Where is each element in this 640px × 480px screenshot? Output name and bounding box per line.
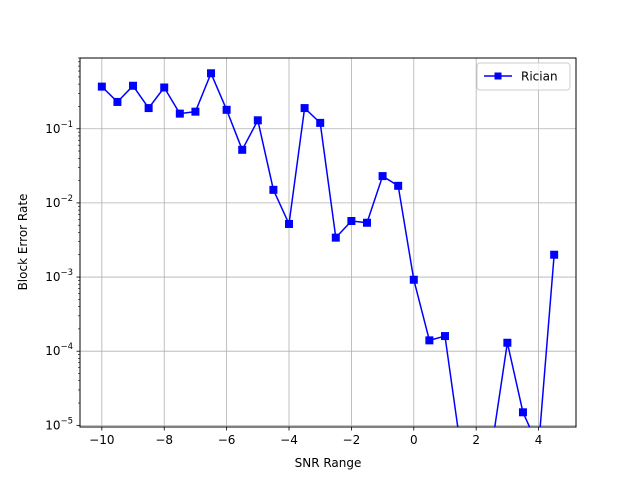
y-tick-label-base: 10 xyxy=(45,344,60,358)
data-point xyxy=(440,332,449,341)
data-point xyxy=(362,218,371,227)
data-point xyxy=(300,104,309,113)
legend: Rician xyxy=(476,62,571,91)
data-point xyxy=(207,69,216,78)
x-axis-label: SNR Range xyxy=(295,456,362,470)
data-point xyxy=(175,109,184,118)
y-tick-label: 10−5​ xyxy=(45,416,73,432)
x-tick-label: 0 xyxy=(410,433,418,447)
y-tick-label: 10−4​ xyxy=(45,342,73,358)
plot-frame xyxy=(79,57,577,428)
x-tick-label: −2 xyxy=(343,433,361,447)
data-point xyxy=(129,81,138,90)
data-point xyxy=(347,217,356,226)
data-point xyxy=(378,172,387,181)
data-point xyxy=(285,219,294,228)
data-point xyxy=(503,338,512,347)
y-tick-label: 10−3​ xyxy=(45,268,73,284)
y-axis-label: Block Error Rate xyxy=(16,194,30,291)
y-axis-ticks: 10−5​ 10−4​ 10−3​ 10−2​ 10−1​ xyxy=(45,57,80,432)
x-tick-label: −4 xyxy=(280,433,298,447)
data-point xyxy=(394,181,403,190)
y-tick-label-base: 10 xyxy=(45,418,60,432)
data-point xyxy=(425,336,434,345)
y-tick-label-base: 10 xyxy=(45,270,60,284)
data-point xyxy=(113,97,122,106)
y-tick-label-base: 10 xyxy=(45,122,60,136)
series-line-rician xyxy=(101,72,555,427)
y-tick-label-exponent: −1 xyxy=(60,120,73,130)
y-tick-label: 10−1​ xyxy=(45,120,73,136)
x-tick-label: 2 xyxy=(472,433,480,447)
y-tick-label-exponent: −4 xyxy=(60,342,73,352)
legend-frame xyxy=(476,62,571,91)
x-tick-label: −10 xyxy=(89,433,114,447)
x-tick-label: −6 xyxy=(218,433,236,447)
data-point xyxy=(222,105,231,114)
grid xyxy=(80,58,576,427)
x-tick-label: 4 xyxy=(535,433,543,447)
y-tick-label-exponent: −5 xyxy=(60,416,73,426)
data-point xyxy=(253,116,262,125)
y-tick-label-base: 10 xyxy=(45,196,60,210)
data-point xyxy=(144,104,153,113)
data-point xyxy=(97,82,106,91)
data-point xyxy=(331,233,340,242)
x-axis-ticks: −10 −8 −6 −4 −2 0 2 4 xyxy=(89,427,542,447)
y-tick-label-exponent: −3 xyxy=(60,268,73,278)
series-layer xyxy=(97,69,559,427)
data-point xyxy=(160,83,169,92)
y-tick-label-exponent: −2 xyxy=(60,194,73,204)
data-point xyxy=(409,275,418,284)
y-tick-label: 10−2​ xyxy=(45,194,73,210)
data-point xyxy=(191,107,200,116)
data-point xyxy=(550,250,559,259)
x-tick-label: −8 xyxy=(155,433,173,447)
data-point xyxy=(316,118,325,127)
legend-label-rician: Rician xyxy=(521,70,558,84)
data-point xyxy=(238,145,247,154)
legend-marker xyxy=(494,72,502,80)
data-point xyxy=(518,408,527,417)
data-point xyxy=(269,185,278,194)
